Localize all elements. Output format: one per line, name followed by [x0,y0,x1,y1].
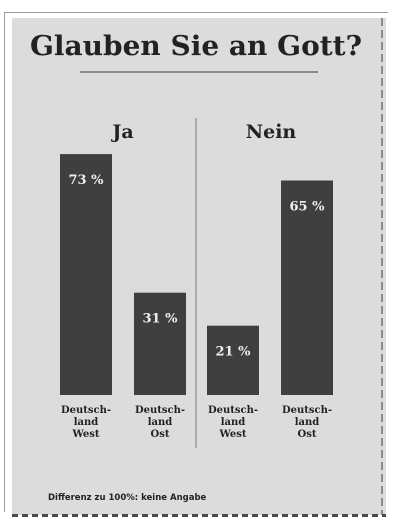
group-label-1: Nein [246,121,297,143]
category-label-1-1: Deutsch-land Ost [282,405,332,440]
bar-0-0 [60,154,112,395]
category-label-line: Deutsch- [61,405,111,416]
category-label-0-0: Deutsch-land West [61,405,111,440]
bar-1-0 [207,325,259,395]
category-label-1-0: Deutsch-land West [208,405,258,440]
paper-right-edge [381,18,383,515]
chart-title: Glauben Sie an Gott? [30,31,362,62]
bar-1-1 [281,180,333,395]
category-label-0-1: Deutsch-land Ost [135,405,185,440]
chart-footnote: Differenz zu 100%: keine Angabe [48,493,207,503]
category-label-line: Ost [151,429,170,440]
bar-0-1 [134,292,186,395]
category-label-line: West [71,429,99,440]
bar-value-label-0-1: 31 % [143,312,179,327]
frame-left-border [4,12,5,512]
category-label-line: land [221,417,246,428]
category-label-line: land [148,417,173,428]
category-label-line: West [218,429,246,440]
group-label-0: Ja [110,121,133,143]
category-label-line: Deutsch- [282,405,332,416]
category-label-line: land [74,417,99,428]
paper-bottom-edge [12,514,386,517]
category-label-line: land [295,417,320,428]
category-label-line: Deutsch- [208,405,258,416]
bar-value-label-1-1: 65 % [290,200,326,215]
bar-value-label-1-0: 21 % [216,345,252,360]
bar-value-label-0-0: 73 % [69,173,105,188]
category-label-line: Ost [298,429,317,440]
category-label-line: Deutsch- [135,405,185,416]
frame-top-border [4,12,388,13]
